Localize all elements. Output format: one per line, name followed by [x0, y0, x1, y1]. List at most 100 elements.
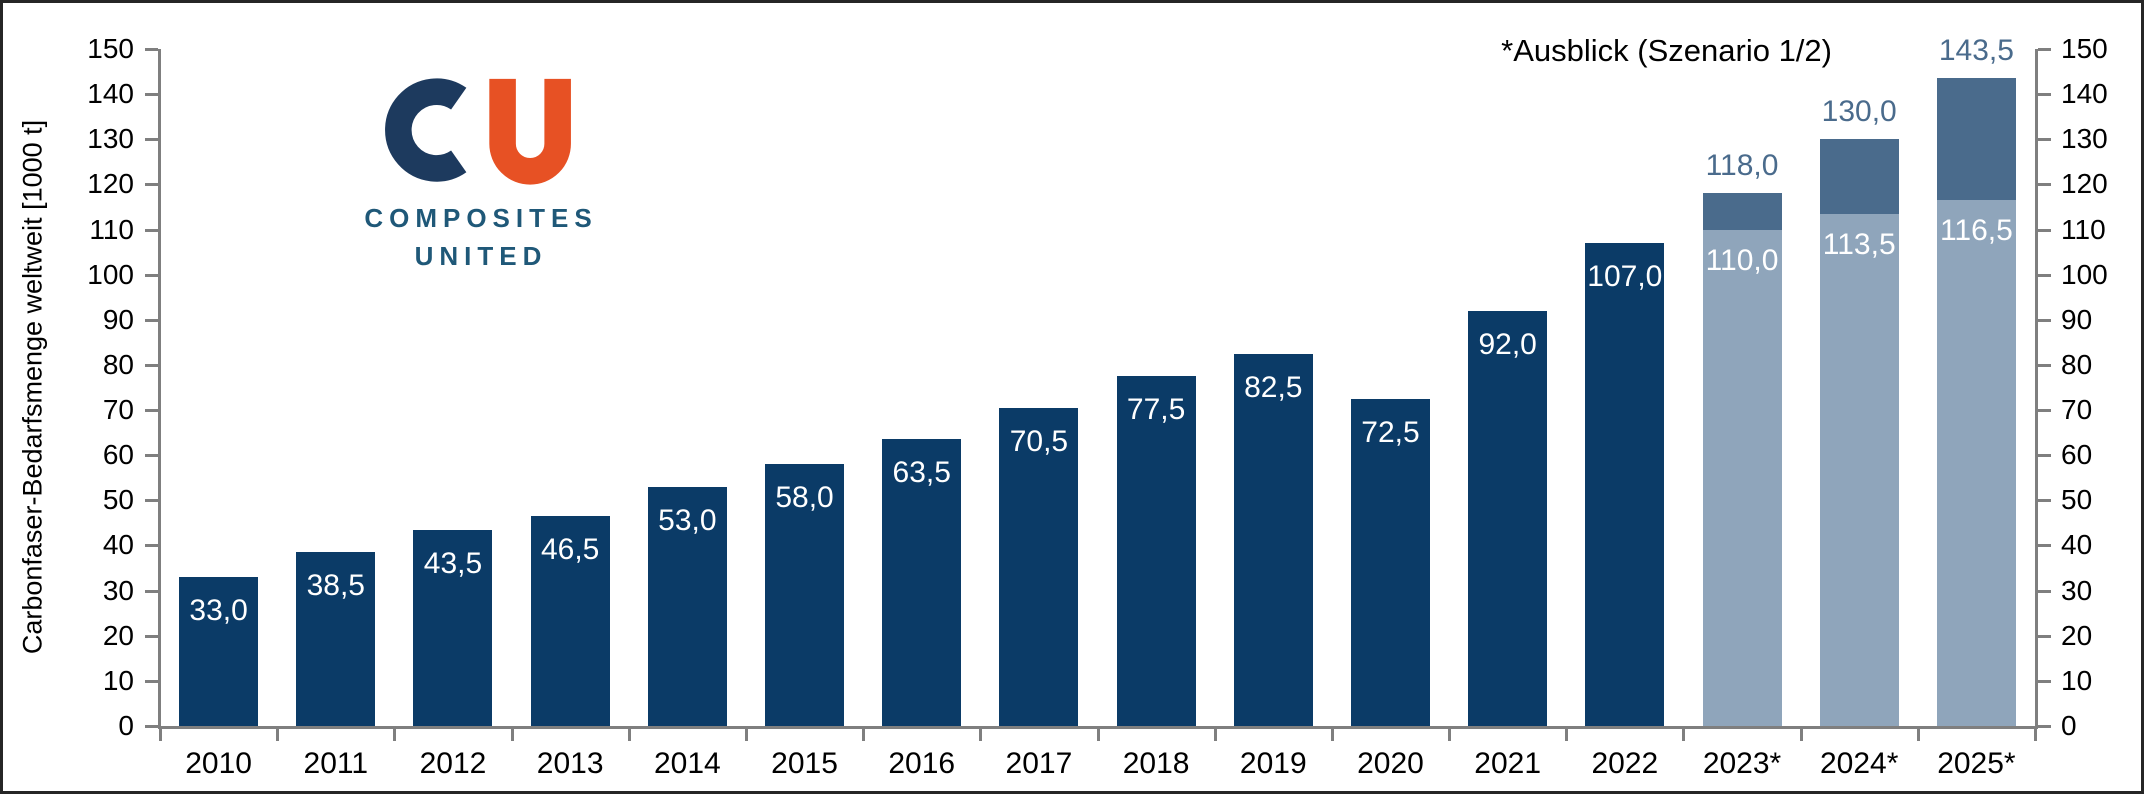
y-tick-label-left: 110: [89, 213, 134, 245]
x-tick: [1213, 729, 1217, 741]
x-tick: [1096, 729, 1100, 741]
forecast-annotation: *Ausblick (Szenario 1/2): [1501, 33, 1832, 68]
y-tick-label-left: 90: [102, 303, 134, 335]
x-axis-label-2021: 2021: [1474, 747, 1542, 780]
x-axis-label-2025*: 2025*: [1937, 747, 2016, 780]
bar-2020: [1350, 398, 1430, 726]
y-tick-right: [2038, 589, 2051, 593]
y-tick-right: [2038, 363, 2051, 367]
y-tick-label-left: 10: [102, 664, 134, 696]
bar-label-2017: 70,5: [1009, 424, 1069, 458]
x-tick: [1330, 729, 1334, 741]
x-tick: [1916, 729, 1920, 741]
y-tick-right: [2038, 93, 2051, 97]
x-axis-label-2023*: 2023*: [1702, 747, 1782, 780]
y-tick-left: [145, 499, 158, 503]
y-tick-label-left: 80: [102, 348, 134, 380]
y-tick-right: [2038, 499, 2051, 503]
bar-label-2014: 53,0: [658, 503, 717, 537]
bar-label-2020: 72,5: [1361, 415, 1420, 449]
y-tick-left: [145, 228, 158, 232]
y-tick-right: [2038, 183, 2051, 187]
y-tick-label-right: 20: [2061, 619, 2093, 651]
bar-2023*-scenario2: [1702, 193, 1782, 230]
y-tick-label-right: 120: [2061, 168, 2108, 200]
y-tick-right: [2038, 544, 2051, 548]
x-tick: [393, 729, 397, 741]
y-tick-label-left: 70: [102, 394, 134, 426]
y-tick-label-left: 130: [87, 123, 134, 155]
x-tick: [979, 729, 983, 741]
y-tick-label-left: 50: [102, 484, 134, 516]
x-axis-label-2017: 2017: [1005, 747, 1073, 780]
bar-label-2025*-scenario1: 116,5: [1939, 214, 2013, 248]
cu-logo-icon: [384, 78, 571, 185]
bar-label-2022: 107,0: [1587, 260, 1663, 294]
y-tick-label-left: 0: [118, 710, 134, 741]
y-tick-label-right: 40: [2061, 529, 2093, 561]
y-tick-label-left: 140: [87, 78, 134, 110]
x-tick: [627, 729, 631, 741]
y-tick-label-right: 110: [2061, 213, 2106, 245]
x-axis-label-2015: 2015: [771, 747, 838, 780]
y-tick-right: [2038, 409, 2051, 413]
bar-2022: [1585, 243, 1665, 726]
logo-composites-united: COMPOSITES UNITED: [353, 73, 603, 272]
x-axis-label-2012: 2012: [419, 747, 487, 780]
x-axis-label-2013: 2013: [536, 747, 604, 780]
y-tick-left: [145, 634, 158, 638]
y-tick-right: [2038, 318, 2051, 322]
y-tick-right: [2038, 138, 2051, 142]
x-axis-label-2011: 2011: [303, 747, 369, 780]
x-axis-label-2018: 2018: [1122, 747, 1190, 780]
y-tick-right: [2038, 454, 2051, 458]
y-tick-left: [145, 725, 158, 728]
bar-2019: [1233, 353, 1313, 726]
y-tick-label-right: 150: [2061, 33, 2108, 64]
bar-label-2019: 82,5: [1244, 370, 1303, 404]
y-tick-right: [2038, 273, 2051, 277]
y-tick-left: [145, 409, 158, 413]
bar-label-2021: 92,0: [1478, 327, 1537, 361]
y-tick-label-right: 130: [2061, 123, 2108, 155]
x-tick: [1448, 729, 1452, 741]
x-axis-label-2019: 2019: [1239, 747, 1307, 780]
y-tick-label-left: 20: [102, 619, 134, 651]
y-tick-label-left: 120: [87, 168, 134, 200]
y-tick-left: [145, 363, 158, 367]
y-tick-left: [145, 318, 158, 322]
y-tick-label-left: 30: [102, 574, 134, 606]
y-tick-label-right: 60: [2061, 439, 2093, 471]
logo-text-line2: UNITED: [414, 241, 548, 271]
bar-2024*-scenario1: [1819, 213, 1899, 726]
x-tick: [2034, 729, 2037, 741]
x-axis-label-2016: 2016: [888, 747, 956, 780]
y-tick-label-left: 40: [102, 529, 134, 561]
y-axis-line-left: [158, 49, 161, 729]
bar-2024*-scenario2: [1819, 139, 1899, 214]
y-tick-label-right: 140: [2061, 78, 2108, 110]
bar-label-2023*-scenario1: 110,0: [1705, 243, 1779, 277]
x-tick: [744, 729, 748, 741]
cu-logo-u-shape: [488, 78, 571, 185]
bar-label-2016: 63,5: [892, 456, 951, 490]
y-tick-left: [145, 183, 158, 187]
y-axis-line-right: [2035, 49, 2038, 729]
x-tick: [510, 729, 514, 741]
y-tick-left: [145, 48, 158, 51]
y-tick-left: [145, 273, 158, 277]
bar-2014: [647, 486, 727, 726]
bar-2016: [882, 439, 962, 726]
x-axis-line: [158, 726, 2038, 729]
bar-label-2015: 58,0: [775, 481, 834, 515]
bar-label-2011: 38,5: [306, 569, 365, 603]
y-tick-left: [145, 544, 158, 548]
x-tick: [1799, 729, 1803, 741]
y-tick-left: [145, 589, 158, 593]
bar-label-2025*-scenario2: 143,5: [1938, 34, 2014, 68]
bar-label-2010: 33,0: [189, 594, 248, 628]
x-axis-label-2010: 2010: [185, 747, 252, 780]
bar-label-2023*-scenario2: 118,0: [1705, 149, 1779, 183]
y-tick-left: [145, 679, 158, 683]
bar-label-2013: 46,5: [540, 533, 600, 567]
